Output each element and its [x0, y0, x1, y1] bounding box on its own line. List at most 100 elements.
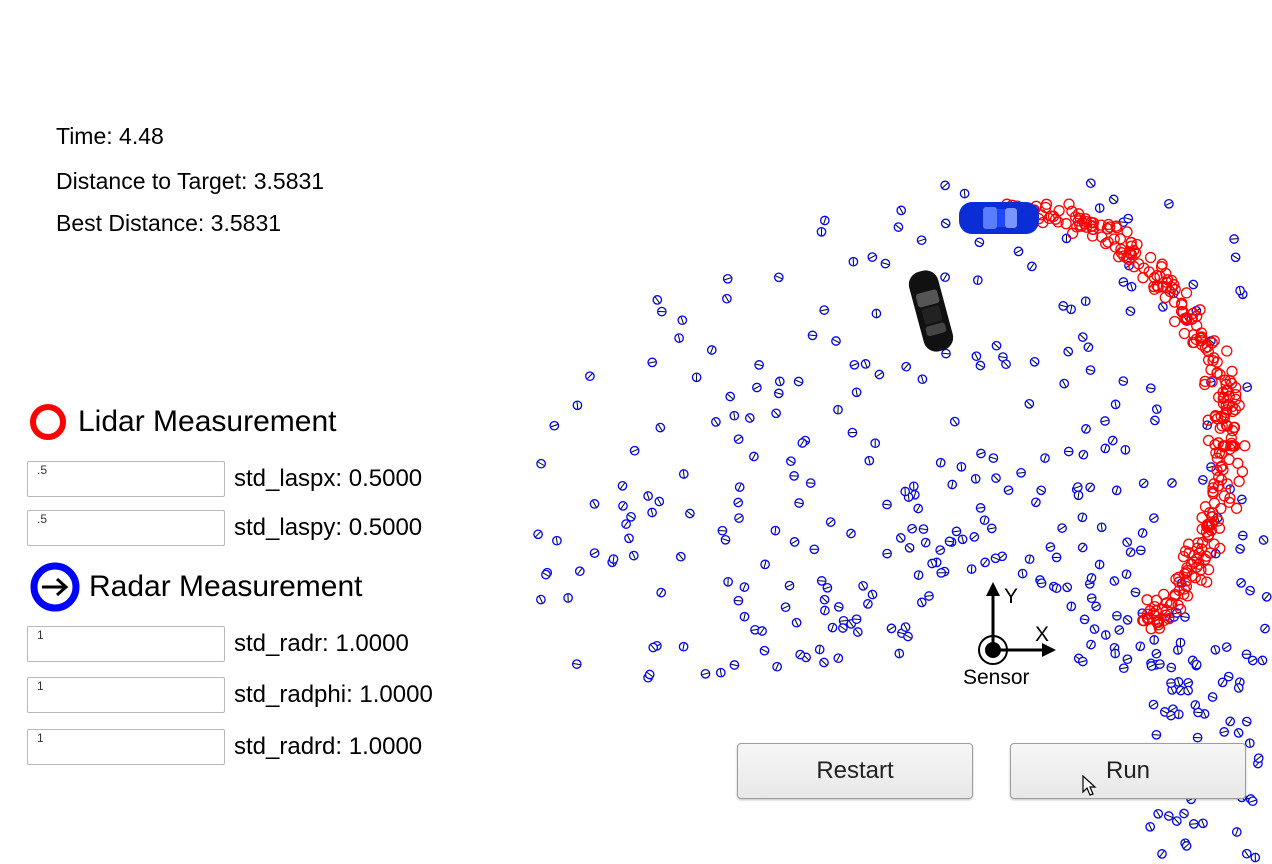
run-button[interactable]: Run	[1010, 743, 1246, 799]
radar-measurement-point	[974, 237, 985, 248]
lidar-measurement-point	[1152, 281, 1164, 294]
radar-measurement-point	[940, 218, 951, 229]
lidar-measurement-point	[1191, 553, 1203, 565]
lidar-measurement-point	[1223, 496, 1235, 508]
lidar-measurement-point	[1223, 453, 1235, 466]
lidar-measurement-point	[1124, 247, 1137, 260]
radar-measurement-point	[1207, 692, 1218, 702]
radar-measurement-point	[1138, 478, 1149, 489]
lidar-measurement-point	[1239, 440, 1251, 452]
radar-measurement-point	[1198, 818, 1208, 829]
radar-measurement-point	[916, 597, 927, 608]
lidar-measurement-point	[1159, 291, 1171, 304]
std-radr-input[interactable]	[27, 626, 225, 662]
lidar-measurement-point	[1221, 478, 1233, 490]
radar-measurement-point	[867, 589, 878, 600]
radar-measurement-point	[1173, 709, 1184, 720]
radar-measurement-point	[975, 360, 986, 371]
lidar-measurement-point	[1115, 247, 1128, 259]
radar-measurement-point	[1151, 404, 1162, 415]
lidar-measurement-point	[1181, 562, 1193, 574]
radar-measurement-point	[749, 451, 759, 462]
lidar-measurement-point	[1206, 517, 1218, 530]
radar-measurement-point	[1045, 542, 1056, 552]
lidar-measurement-point	[1178, 327, 1191, 340]
std-laspy-input[interactable]	[27, 510, 225, 546]
radar-measurement-point	[685, 508, 695, 519]
radar-measurement-point	[1079, 614, 1090, 625]
radar-measurement-point	[722, 293, 732, 304]
radar-measurement-point	[733, 595, 744, 606]
radar-measurement-point	[880, 258, 891, 269]
radar-measurement-point	[1247, 796, 1258, 807]
lidar-measurement-point	[1072, 215, 1085, 227]
radar-measurement-point	[1164, 198, 1174, 209]
radar-measurement-point	[552, 535, 562, 546]
radar-measurement-point	[1235, 544, 1245, 554]
radar-measurement-point	[988, 453, 999, 463]
radar-measurement-point	[1107, 435, 1118, 446]
radar-measurement-point	[886, 623, 897, 634]
radar-measurement-point	[720, 534, 731, 545]
radar-measurement-point	[900, 622, 911, 632]
radar-measurement-point	[1188, 819, 1199, 829]
radar-measurement-point	[935, 457, 946, 468]
std-radrd-input[interactable]	[27, 729, 225, 765]
radar-measurement-point	[1145, 821, 1156, 832]
radar-measurement-point	[980, 557, 990, 568]
radar-measurement-point	[795, 649, 806, 660]
radar-measurement-point	[1135, 545, 1146, 556]
lidar-measurement-point	[1161, 276, 1173, 288]
radar-measurement-point	[819, 305, 830, 315]
radar-measurement-point	[715, 667, 726, 678]
radar-measurement-point	[1150, 415, 1160, 426]
radar-measurement-point	[1235, 285, 1245, 296]
lidar-measurement-point	[1202, 531, 1214, 543]
radar-measurement-point	[951, 526, 962, 537]
radar-measurement-point	[1167, 478, 1177, 488]
radar-measurement-point	[1051, 583, 1062, 594]
radar-legend-label: Radar Measurement	[89, 570, 363, 603]
radar-measurement-point	[949, 416, 960, 427]
restart-button[interactable]: Restart	[737, 743, 973, 799]
radar-measurement-point	[904, 542, 915, 553]
radar-measurement-point	[691, 372, 702, 383]
radar-measurement-point	[900, 486, 911, 497]
lidar-measurement-point	[1220, 378, 1232, 390]
radar-measurement-point	[1016, 467, 1026, 478]
lidar-measurement-point	[1168, 296, 1181, 308]
radar-measurement-point	[618, 501, 628, 511]
lidar-measurement-point	[1217, 392, 1229, 405]
radar-measurement-point	[1077, 512, 1088, 523]
lidar-measurement-point	[1199, 501, 1212, 513]
radar-measurement-point	[1230, 252, 1241, 263]
radar-measurement-point	[1166, 678, 1176, 688]
lidar-measurement-point	[1228, 421, 1241, 433]
radar-measurement-point	[1013, 246, 1024, 257]
radar-measurement-point	[1261, 591, 1272, 602]
radar-measurement-point	[1219, 727, 1230, 737]
radar-measurement-point	[1244, 738, 1255, 749]
radar-measurement-point	[722, 273, 733, 284]
radar-measurement-point	[572, 400, 583, 411]
lidar-measurement-point	[1045, 210, 1057, 222]
radar-measurement-point	[975, 503, 986, 513]
radar-measurement-point	[940, 272, 950, 283]
std-laspx-input[interactable]	[27, 461, 225, 497]
lidar-measurement-point	[1087, 217, 1099, 229]
radar-measurement-point	[849, 359, 860, 370]
radar-measurement-point	[1112, 610, 1122, 621]
radar-measurement-point	[1223, 671, 1234, 682]
radar-measurement-point	[814, 644, 825, 655]
radar-measurement-point	[867, 252, 878, 262]
std-radphi-input[interactable]	[27, 677, 225, 713]
lidar-measurement-point	[1072, 208, 1085, 220]
radar-measurement-point	[1080, 296, 1091, 307]
radar-measurement-point	[784, 580, 795, 591]
radar-measurement-point	[1145, 383, 1156, 394]
radar-measurement-point	[1237, 494, 1247, 505]
radar-measurement-point	[970, 473, 981, 484]
radar-measurement-point	[1100, 443, 1111, 454]
radar-measurement-point	[820, 605, 830, 616]
radar-measurement-point	[1003, 485, 1014, 496]
